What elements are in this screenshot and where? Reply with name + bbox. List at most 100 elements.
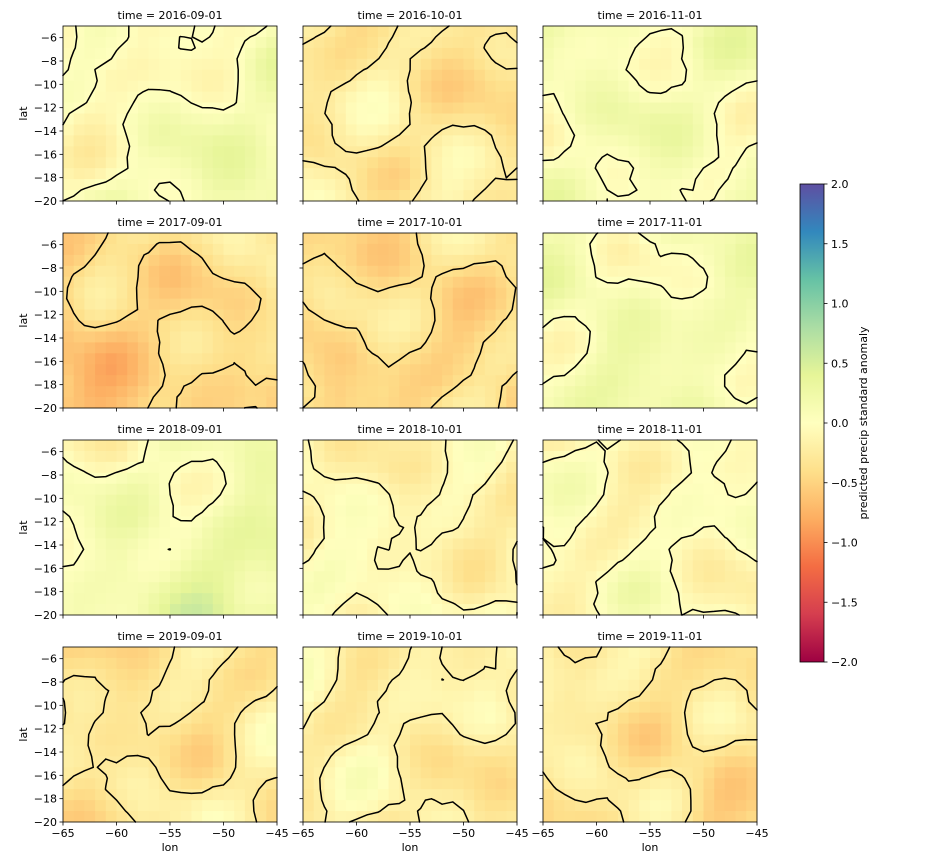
heatmap-cell — [63, 593, 75, 605]
heatmap-cell — [170, 756, 182, 768]
heatmap-cell — [303, 265, 315, 278]
heatmap-cell — [553, 679, 565, 692]
heatmap-cell — [420, 582, 432, 594]
heatmap-cell — [650, 102, 662, 114]
heatmap-cell — [212, 375, 224, 387]
heatmap-cell — [388, 26, 400, 38]
heatmap-cell — [474, 505, 486, 517]
heatmap-cell — [607, 47, 619, 60]
heatmap-cell — [180, 690, 192, 703]
heatmap-cell — [452, 778, 464, 790]
heatmap-cell — [95, 483, 107, 496]
heatmap-cell — [692, 690, 704, 703]
heatmap-cell — [607, 320, 619, 332]
heatmap-cell — [367, 745, 379, 757]
heatmap-cell — [410, 582, 422, 594]
heatmap-cell — [170, 571, 182, 583]
heatmap-cell — [244, 113, 256, 125]
heatmap-cell — [671, 397, 683, 409]
heatmap-cell — [266, 461, 278, 474]
heatmap-cell — [564, 375, 576, 387]
heatmap-cell — [607, 146, 619, 158]
heatmap-cell — [127, 168, 139, 180]
heatmap-cell — [148, 375, 160, 387]
heatmap-cell — [223, 604, 235, 616]
heatmap-cell — [660, 472, 672, 485]
heatmap-cell — [607, 124, 619, 136]
heatmap-cell — [137, 756, 149, 768]
heatmap-cell — [202, 593, 214, 605]
heatmap-cell — [84, 157, 96, 169]
panel-title: time = 2019-11-01 — [598, 630, 703, 643]
heatmap-cell — [650, 342, 662, 354]
heatmap-cell — [703, 353, 715, 365]
heatmap-cell — [650, 440, 662, 452]
heatmap-cell — [617, 36, 629, 49]
heatmap-cell — [703, 549, 715, 561]
heatmap-cell — [474, 58, 486, 71]
heatmap-cell — [660, 604, 672, 616]
heatmap-cell — [324, 124, 336, 136]
heatmap-cell — [506, 157, 518, 169]
heatmap-cell — [377, 364, 389, 376]
heatmap-cell — [575, 179, 587, 191]
heatmap-cell — [420, 331, 432, 343]
heatmap-cell — [671, 472, 683, 485]
heatmap-cell — [335, 309, 347, 321]
heatmap-cell — [650, 483, 662, 496]
heatmap-cell — [255, 549, 267, 561]
heatmap-cell — [682, 254, 694, 267]
heatmap-cell — [682, 560, 694, 572]
heatmap-cell — [724, 135, 736, 147]
heatmap-cell — [660, 745, 672, 757]
heatmap-cell — [63, 26, 75, 38]
heatmap-cell — [607, 516, 619, 528]
heatmap-cell — [255, 276, 267, 289]
heatmap-cell — [170, 168, 182, 180]
heatmap-cell — [234, 690, 246, 703]
heatmap-cell — [234, 190, 246, 202]
heatmap-cell — [596, 440, 608, 452]
heatmap-cell — [367, 767, 379, 779]
heatmap-cell — [463, 146, 475, 158]
heatmap-cell — [484, 157, 496, 169]
heatmap-cell — [495, 483, 507, 496]
heatmap-cell — [639, 516, 651, 528]
heatmap-cell — [255, 571, 267, 583]
heatmap-cell — [420, 461, 432, 474]
heatmap-cell — [234, 494, 246, 507]
heatmap-cell — [553, 778, 565, 790]
heatmap-cell — [692, 505, 704, 517]
heatmap-cell — [410, 168, 422, 180]
heatmap-cell — [234, 472, 246, 485]
heatmap-cell — [585, 745, 597, 757]
heatmap-cell — [388, 364, 400, 376]
heatmap-cell — [553, 331, 565, 343]
heatmap-cell — [650, 593, 662, 605]
heatmap-cell — [484, 789, 496, 801]
heatmap-cell — [377, 375, 389, 387]
heatmap-cell — [303, 168, 315, 180]
heatmap-cell — [116, 375, 128, 387]
heatmap-cell — [484, 190, 496, 202]
heatmap-cell — [463, 26, 475, 38]
heatmap-cell — [84, 397, 96, 409]
heatmap-cell — [543, 593, 555, 605]
heatmap-cell — [266, 647, 278, 659]
heatmap-cell — [255, 789, 267, 801]
heatmap-cell — [367, 494, 379, 507]
heatmap-cell — [714, 113, 726, 125]
heatmap-cell — [95, 243, 107, 256]
heatmap-cell — [388, 276, 400, 289]
heatmap-cell — [585, 26, 597, 38]
heatmap-cell — [628, 701, 640, 714]
heatmap-cell — [463, 375, 475, 387]
heatmap-cell — [180, 157, 192, 169]
heatmap-cell — [660, 375, 672, 387]
heatmap-cell — [650, 254, 662, 267]
heatmap-cell — [148, 309, 160, 321]
heatmap-cell — [628, 604, 640, 616]
heatmap-cell — [442, 582, 454, 594]
heatmap-cell — [543, 375, 555, 387]
heatmap-cell — [682, 505, 694, 517]
